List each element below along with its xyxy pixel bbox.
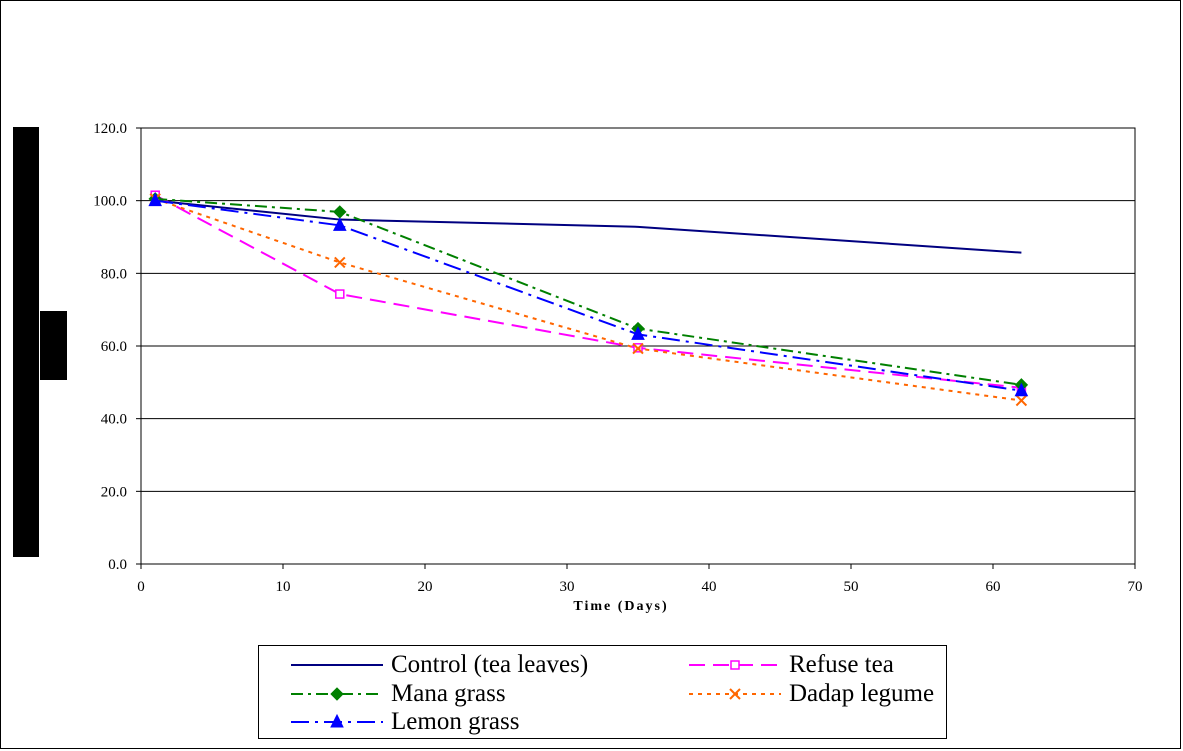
series-lemon-grass	[148, 192, 1029, 397]
y-tick-label: 80.0	[101, 266, 127, 282]
series-line	[155, 199, 1022, 392]
legend-item: Mana grass	[289, 681, 506, 707]
y-tick-label: 120.0	[93, 121, 127, 137]
series-mana-grass	[148, 192, 1029, 392]
series-line	[154, 194, 1022, 389]
legend-item: Dadap legume	[687, 681, 934, 707]
data-point	[148, 192, 163, 207]
x-tick-label: 40	[702, 579, 717, 595]
legend-label: Mana grass	[391, 680, 506, 707]
legend-marker	[330, 687, 344, 701]
legend-item: Lemon grass	[289, 709, 519, 735]
legend: Control (tea leaves) Refuse tea Mana grass…	[258, 645, 947, 739]
legend-label: Control (tea leaves)	[391, 651, 589, 678]
legend-marker	[729, 688, 741, 700]
x-tick-label: 10	[276, 579, 291, 595]
data-point	[632, 342, 644, 355]
legend-marker	[330, 713, 344, 728]
redaction-bar-small	[40, 311, 67, 380]
series-refuse-tea	[150, 190, 1027, 393]
x-tick-label: 20	[418, 579, 433, 595]
y-tick-label: 100.0	[93, 194, 127, 210]
redaction-bar-left	[13, 127, 39, 557]
legend-label: Refuse tea	[789, 651, 894, 678]
data-point	[1014, 382, 1029, 397]
data-point	[333, 205, 347, 219]
data-point	[332, 217, 347, 231]
x-tick-label: 50	[844, 579, 859, 595]
series-line	[154, 197, 1022, 402]
x-tick-label: 60	[986, 579, 1001, 595]
legend-label: Lemon grass	[391, 708, 520, 735]
legend-swatch	[291, 687, 383, 701]
data-point	[1015, 394, 1028, 407]
data-point	[335, 289, 345, 299]
series-line	[155, 199, 1022, 254]
y-tick-label: 40.0	[101, 412, 127, 428]
legend-item: Control (tea leaves)	[289, 652, 588, 678]
x-tick-label: 30	[560, 579, 575, 595]
y-tick-label: 0.0	[108, 557, 127, 573]
legend-item: Refuse tea	[687, 652, 894, 678]
legend-label: Dadap legume	[789, 680, 935, 707]
x-tick-label: 70	[1128, 579, 1143, 595]
legend-marker	[730, 660, 740, 670]
series-lines	[148, 190, 1029, 407]
legend-swatch	[291, 664, 383, 666]
series-dadap-legume	[149, 193, 1028, 407]
series-line	[155, 197, 1022, 386]
y-tick-label: 60.0	[101, 339, 127, 355]
legend-swatch	[689, 688, 781, 700]
x-tick-label: 0	[137, 579, 145, 595]
y-tick-label: 20.0	[101, 484, 127, 500]
data-point	[334, 256, 346, 269]
x-axis-ticks: 0 10 20 30 40 50 60 70	[137, 564, 1143, 595]
data-point	[631, 326, 645, 340]
legend-swatch	[291, 713, 383, 728]
series-control-tea-leaves	[155, 199, 1022, 254]
y-axis-ticks: 0.0 20.0 40.0 60.0 80.0 100.0 120.0	[93, 121, 141, 573]
x-axis-title: Time (Days)	[573, 599, 668, 614]
legend-swatch	[689, 660, 781, 670]
